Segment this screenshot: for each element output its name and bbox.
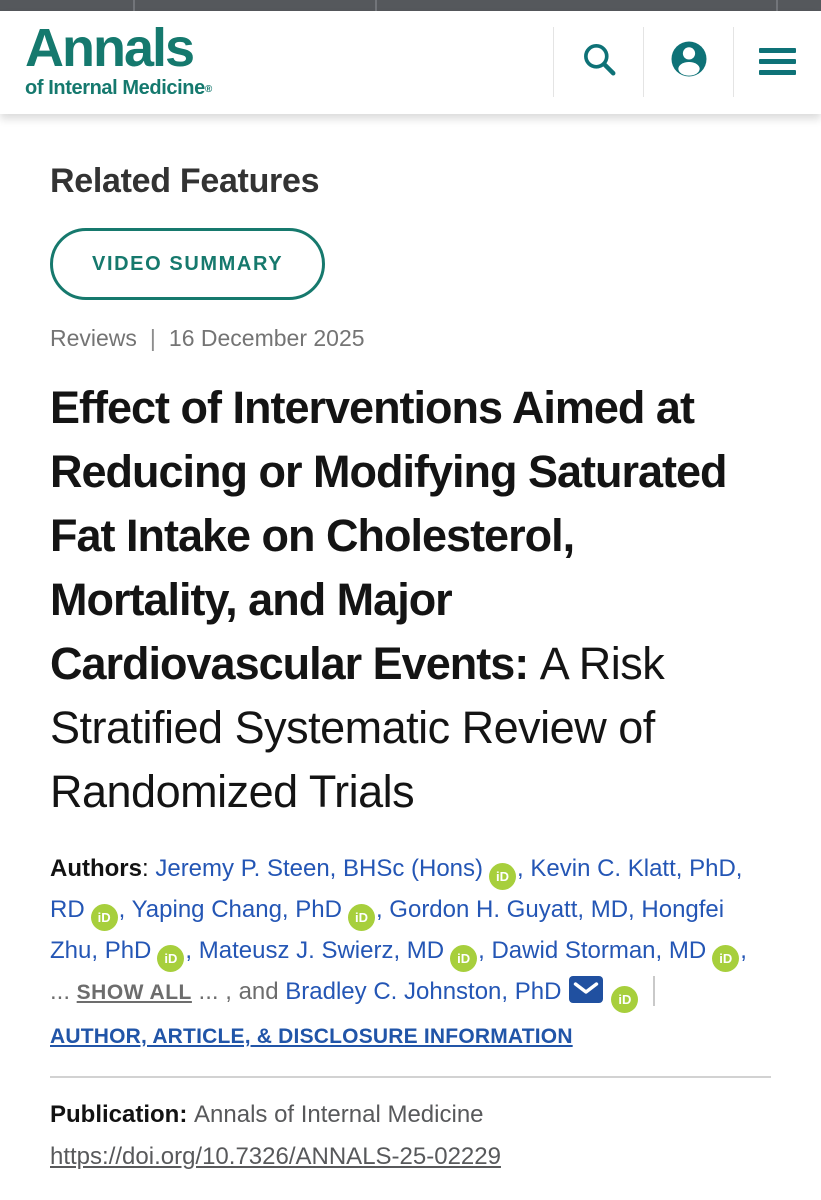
author-link[interactable]: Jeremy P. Steen, BHSc (Hons) [155, 854, 484, 882]
orcid-icon[interactable]: iD [489, 862, 517, 890]
section-divider [50, 1075, 771, 1078]
orcid-icon[interactable]: iD [157, 944, 185, 972]
author-separator: , [375, 895, 390, 923]
account-icon [668, 38, 710, 85]
author-separator: , [628, 895, 642, 923]
authors-colon: : [142, 854, 156, 882]
article-date: 16 December 2025 [168, 324, 365, 351]
article-meta: Reviews | 16 December 2025 [50, 325, 771, 352]
author-link[interactable]: Mateusz J. Swierz, MD [198, 936, 445, 964]
author-link[interactable]: Kevin C. Klatt, PhD, RD [50, 854, 743, 923]
article-title-bold: Effect of Interventions Aimed at Reducin… [50, 381, 728, 689]
author-separator: , [118, 895, 132, 923]
ellipsis-before: ... [50, 977, 77, 1005]
meta-separator: | [149, 324, 156, 351]
ellipsis-and: ... , and [191, 977, 286, 1005]
top-bar [0, 0, 821, 11]
author-link-corresponding[interactable]: Bradley C. Johnston, PhD [285, 977, 562, 1005]
author-separator: , [185, 936, 199, 964]
logo-line1: Annals [25, 18, 195, 78]
site-header: Annals of Internal Medicine® [0, 11, 821, 114]
authors-list: Jeremy P. Steen, BHSc (Hons) iD, Kevin C.… [50, 854, 747, 1013]
header-actions [553, 26, 821, 97]
author-link[interactable]: Gordon H. Guyatt, MD [389, 895, 629, 923]
logo-line2: of Internal Medicine® [25, 76, 212, 99]
publication-line: Publication: Annals of Internal Medicine [50, 1101, 771, 1129]
author-separator: , [478, 936, 492, 964]
menu-button[interactable] [733, 26, 821, 97]
author-separator: , [740, 936, 747, 964]
info-divider [653, 975, 656, 1006]
account-button[interactable] [643, 26, 733, 97]
top-bar-separator [776, 0, 778, 11]
article-section: Reviews [50, 324, 137, 351]
orcid-icon[interactable]: iD [450, 944, 478, 972]
publication-label: Publication [50, 1100, 180, 1128]
author-link[interactable]: Yaping Chang, PhD [131, 895, 342, 923]
orcid-icon[interactable]: iD [347, 903, 375, 931]
video-summary-button[interactable]: VIDEO SUMMARY [50, 227, 326, 300]
article-title: Effect of Interventions Aimed at Reducin… [50, 376, 738, 824]
registered-mark: ® [204, 83, 212, 95]
orcid-icon[interactable]: iD [611, 985, 639, 1013]
authors-line: Authors: Jeremy P. Steen, BHSc (Hons) iD,… [50, 849, 771, 1057]
hamburger-menu-icon [759, 42, 796, 81]
search-button[interactable] [553, 26, 643, 97]
author-link[interactable]: Hongfei Zhu, PhD [50, 895, 725, 964]
author-article-disclosure-link[interactable]: AUTHOR, ARTICLE, & DISCLOSURE INFORMATIO… [50, 1024, 573, 1048]
author-link[interactable]: Dawid Storman, MD [491, 936, 707, 964]
top-bar-separator [133, 0, 135, 11]
author-separator: , [517, 854, 531, 882]
authors-label: Authors [50, 854, 142, 882]
publication-journal: Annals of Internal Medicine [194, 1100, 484, 1128]
main-content: Related Features VIDEO SUMMARY Reviews | 1… [0, 162, 821, 1171]
top-bar-separator [375, 0, 377, 11]
annals-logo[interactable]: Annals of Internal Medicine® [25, 18, 212, 100]
search-icon [580, 40, 618, 83]
related-features-heading: Related Features [50, 161, 320, 200]
doi-link[interactable]: https://doi.org/10.7326/ANNALS-25-02229 [50, 1142, 501, 1170]
orcid-icon[interactable]: iD [712, 944, 740, 972]
publication-colon: : [179, 1100, 195, 1128]
show-all-link[interactable]: SHOW ALL [76, 980, 192, 1004]
article-title-subtitle: A Risk Stratified Systematic Review of R… [50, 637, 665, 817]
orcid-icon[interactable]: iD [90, 903, 118, 931]
email-icon[interactable] [569, 975, 604, 1016]
